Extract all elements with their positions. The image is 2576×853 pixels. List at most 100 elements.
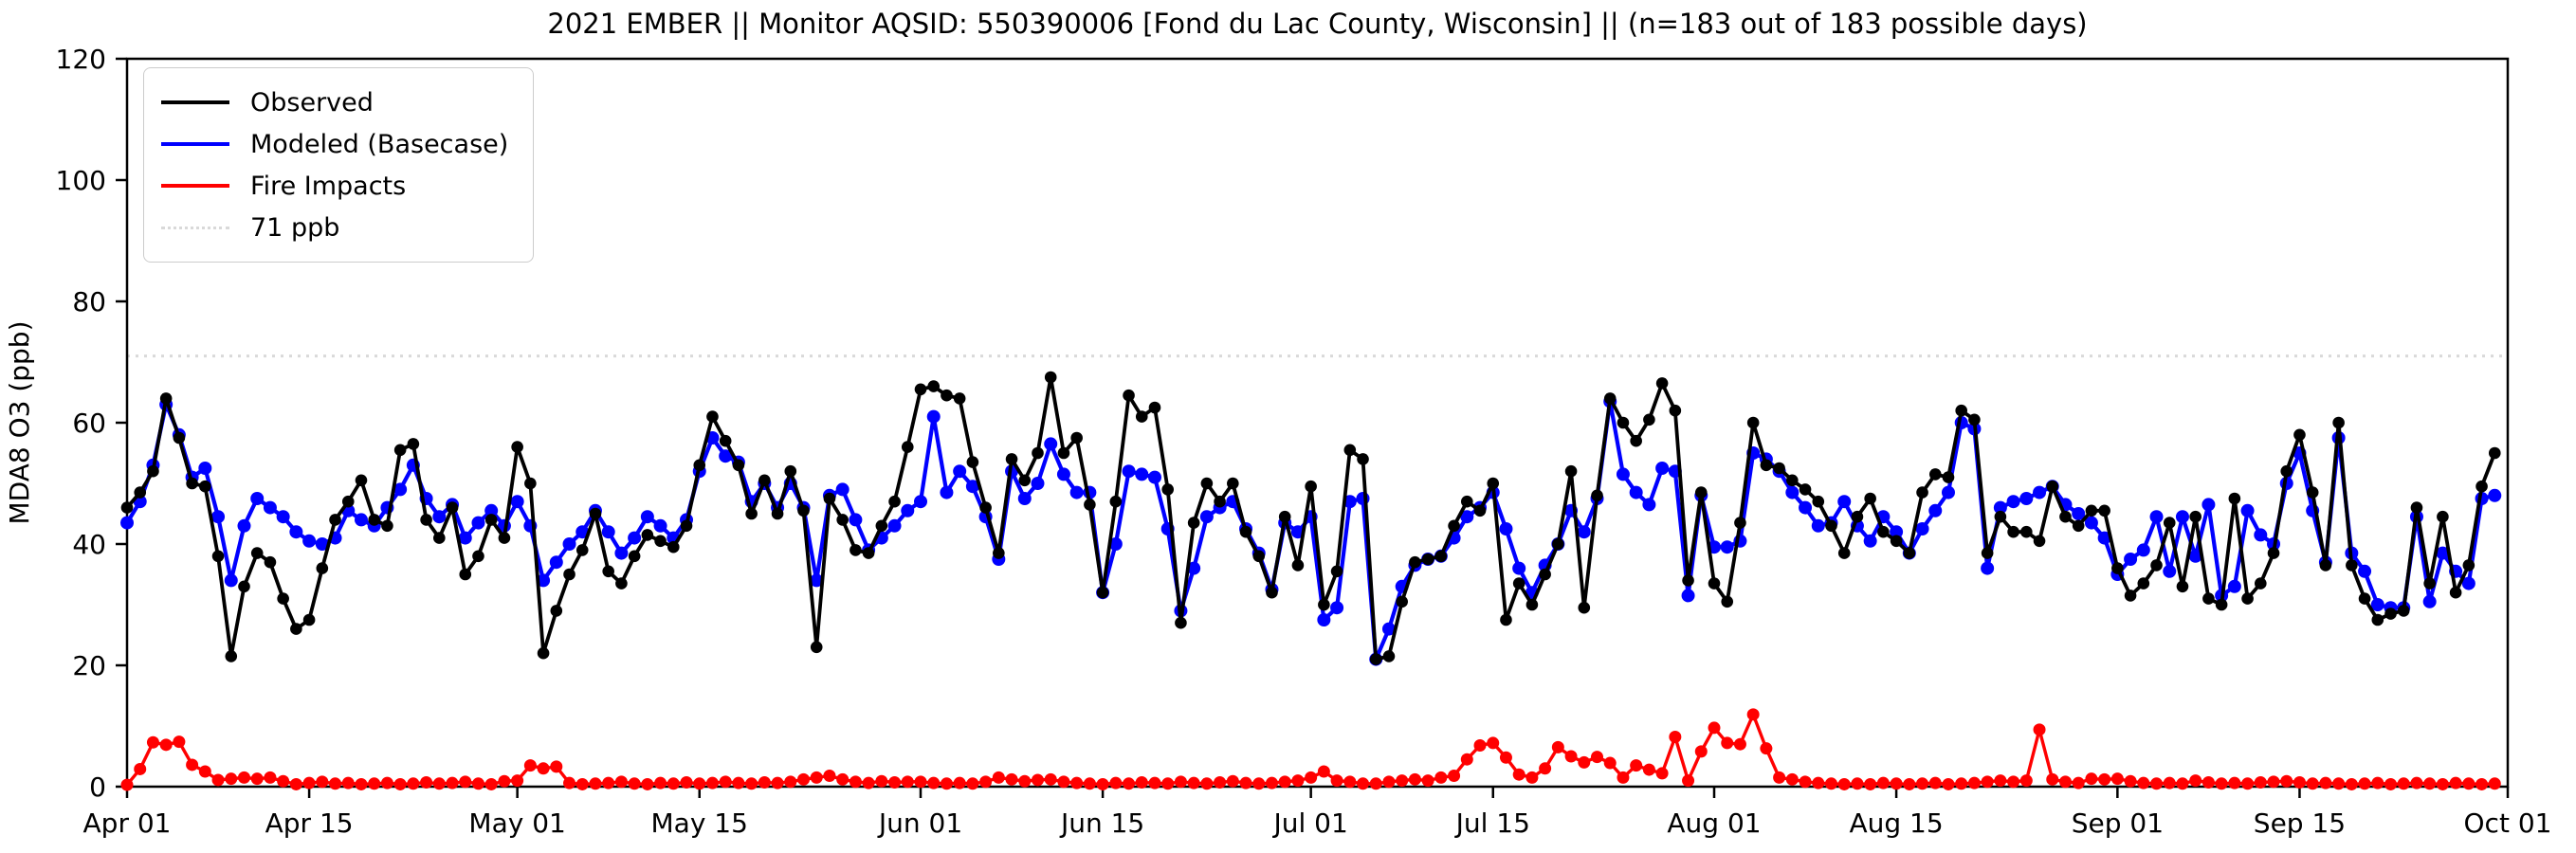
data-point [1720, 540, 1734, 554]
data-point [1357, 453, 1369, 465]
data-point [368, 777, 381, 790]
data-point [459, 775, 472, 789]
data-point [2476, 777, 2489, 790]
data-point [1214, 495, 1226, 508]
data-point [2163, 564, 2177, 578]
data-point [1187, 517, 1200, 529]
data-point [1044, 772, 1057, 786]
data-point [1084, 499, 1096, 511]
x-tick-label: Oct 01 [2464, 808, 2552, 839]
data-point [667, 777, 680, 790]
data-point [537, 573, 551, 588]
data-point [628, 531, 642, 545]
data-point [2410, 501, 2423, 514]
data-point [1552, 537, 1564, 551]
data-point [1252, 550, 1266, 563]
data-point [1655, 377, 1669, 390]
data-point [680, 776, 693, 789]
data-point [1187, 776, 1200, 789]
data-point [1616, 467, 1630, 481]
data-point [1343, 495, 1357, 509]
data-point [2280, 774, 2293, 788]
data-point [2254, 577, 2267, 590]
data-point [836, 772, 850, 786]
data-point [2124, 774, 2137, 788]
data-point [1512, 561, 1526, 575]
data-point [2397, 605, 2410, 617]
data-point [2136, 543, 2150, 557]
data-point [355, 474, 368, 487]
data-point [1746, 708, 1760, 721]
data-point [758, 474, 771, 487]
data-point [2085, 504, 2098, 517]
data-point [2345, 777, 2358, 790]
data-point [732, 459, 745, 472]
data-point [1993, 500, 2007, 515]
data-point [134, 762, 147, 775]
data-point [602, 776, 615, 789]
x-tick-label: May 15 [651, 808, 748, 839]
data-point [1851, 777, 1864, 790]
data-point [1681, 589, 1695, 603]
data-point [2384, 777, 2398, 790]
data-point [1070, 431, 1083, 445]
data-point [2254, 528, 2268, 542]
data-point [1512, 768, 1526, 781]
data-point [1539, 762, 1552, 775]
data-point [2228, 492, 2241, 505]
data-point [901, 503, 915, 517]
data-point [1837, 495, 1852, 509]
data-point [458, 531, 472, 545]
legend-label: 71 ppb [250, 212, 340, 243]
data-point [1864, 492, 1876, 505]
data-point [2423, 577, 2436, 590]
data-point [2371, 776, 2384, 789]
data-point [134, 486, 147, 499]
data-point [380, 776, 393, 789]
x-tick-label: May 01 [468, 808, 565, 839]
data-point [1135, 467, 1149, 481]
data-point [823, 492, 836, 505]
data-point [1928, 776, 1942, 789]
data-point [199, 480, 211, 493]
data-point [1291, 774, 1305, 788]
data-point [1096, 777, 1109, 790]
data-point [1330, 774, 1343, 788]
data-point [1863, 534, 1877, 548]
data-point [2332, 416, 2345, 429]
data-point [1278, 510, 1291, 523]
data-point [914, 775, 927, 789]
data-point [601, 525, 615, 539]
legend-item: Fire Impacts [161, 165, 508, 207]
data-point [1161, 483, 1175, 496]
data-point [575, 777, 589, 790]
data-point [2254, 776, 2267, 789]
data-point [850, 544, 862, 556]
data-point [1434, 550, 1448, 563]
data-point [966, 777, 979, 790]
data-point [1044, 371, 1057, 384]
data-point [2346, 559, 2358, 572]
data-point [2085, 772, 2098, 786]
x-tick-label: Sep 15 [2254, 808, 2346, 839]
data-point [2006, 495, 2020, 509]
data-point [341, 495, 355, 508]
data-point [511, 774, 524, 788]
data-point [2241, 592, 2254, 605]
data-point [2202, 592, 2215, 605]
data-point [1786, 474, 1799, 487]
data-point [498, 774, 511, 788]
data-point [316, 775, 329, 789]
data-point [966, 456, 979, 468]
data-point [1187, 561, 1201, 575]
data-point [1199, 510, 1214, 524]
data-point [2189, 510, 2201, 523]
data-point [393, 482, 408, 497]
data-point [640, 510, 654, 524]
data-point [250, 492, 265, 505]
data-point [1981, 561, 1995, 575]
data-point [329, 777, 342, 790]
data-point [732, 776, 745, 789]
data-point [1915, 522, 1929, 535]
data-point [1069, 485, 1084, 499]
